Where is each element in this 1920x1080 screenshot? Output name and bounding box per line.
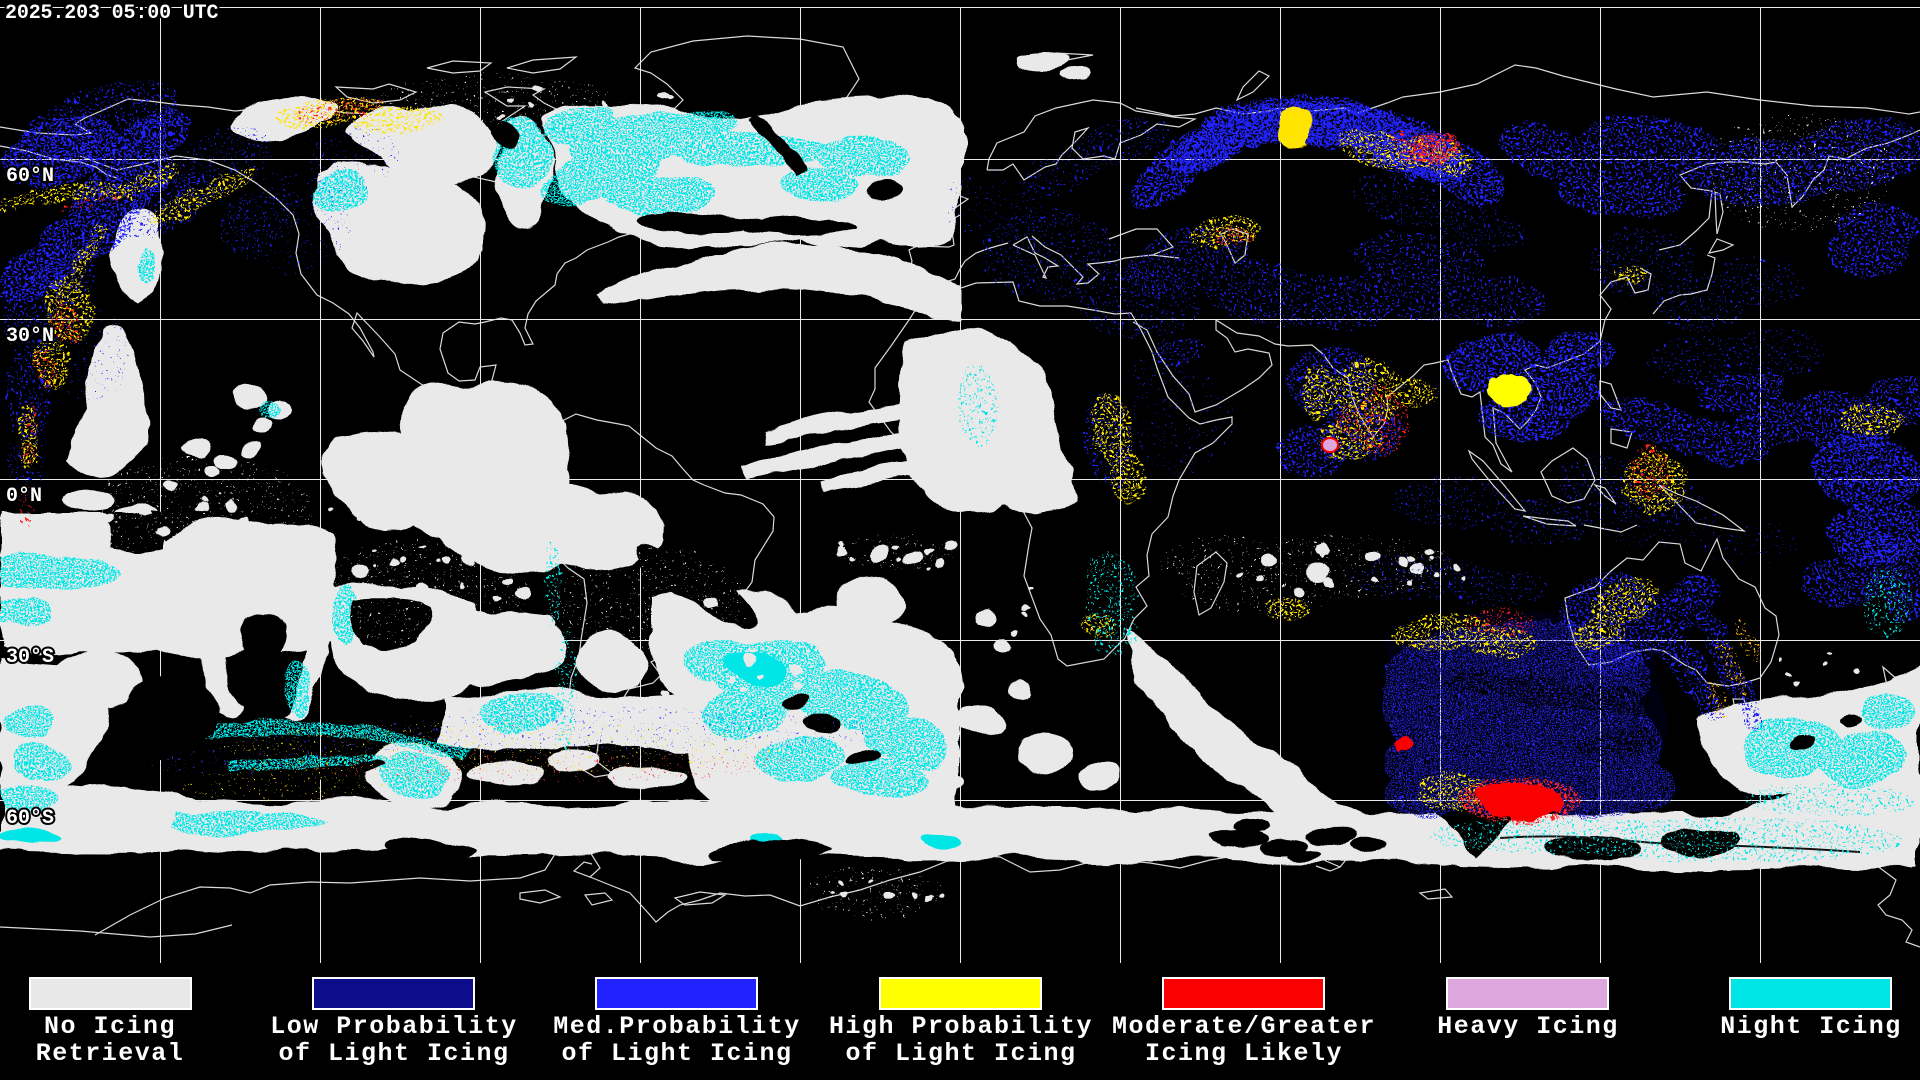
svg-text:30°N: 30°N bbox=[6, 325, 54, 348]
svg-text:of Light Icing: of Light Icing bbox=[278, 1039, 509, 1068]
svg-text:0°N: 0°N bbox=[6, 485, 42, 508]
svg-text:Night Icing: Night Icing bbox=[1720, 1012, 1902, 1041]
svg-text:60°N: 60°N bbox=[6, 165, 54, 188]
svg-text:High Probability: High Probability bbox=[829, 1012, 1093, 1041]
svg-text:Icing Likely: Icing Likely bbox=[1145, 1039, 1343, 1068]
svg-text:of Light Icing: of Light Icing bbox=[561, 1039, 792, 1068]
svg-text:30°S: 30°S bbox=[6, 646, 54, 669]
svg-text:Heavy Icing: Heavy Icing bbox=[1437, 1012, 1619, 1041]
svg-text:Moderate/Greater: Moderate/Greater bbox=[1112, 1012, 1376, 1041]
svg-text:2025.203 05:00 UTC: 2025.203 05:00 UTC bbox=[5, 2, 218, 25]
svg-text:Low Probability: Low Probability bbox=[270, 1012, 518, 1041]
svg-text:60°S: 60°S bbox=[6, 807, 54, 830]
svg-text:No Icing: No Icing bbox=[44, 1012, 176, 1041]
svg-text:Med.Probability: Med.Probability bbox=[553, 1012, 801, 1041]
svg-text:Retrieval: Retrieval bbox=[36, 1039, 185, 1068]
svg-text:of Light Icing: of Light Icing bbox=[845, 1039, 1076, 1068]
